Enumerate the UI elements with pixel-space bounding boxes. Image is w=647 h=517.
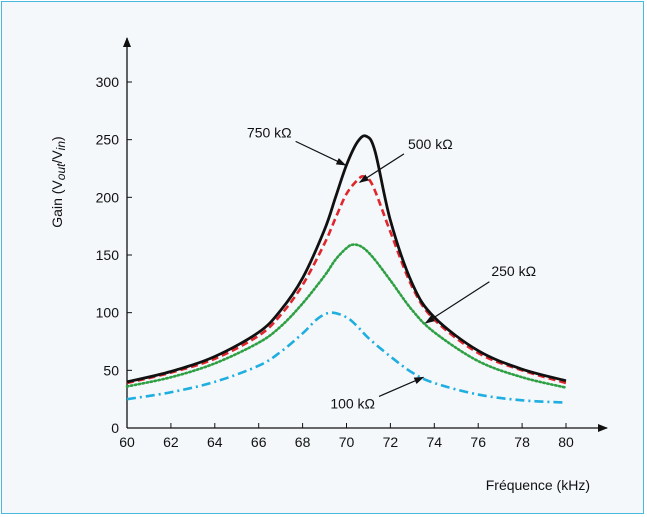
x-tick-label: 62 — [163, 434, 179, 450]
annotation-500k-arrow — [358, 153, 405, 183]
y-tick-label: 0 — [111, 420, 119, 436]
y-tick-label: 100 — [96, 305, 120, 321]
ticks: 60 62 64 66 68 70 72 74 76 78 80 0 50 100 150 200 250 300 — [96, 74, 574, 450]
x-tick-label: 68 — [295, 434, 311, 450]
x-axis-title: Fréquence (kHz) — [486, 477, 590, 493]
x-tick-label: 72 — [383, 434, 399, 450]
y-axis-title-close: ) — [49, 136, 65, 141]
series-750k-line — [126, 134, 567, 384]
annotation-750k-label: 750 kΩ — [247, 124, 292, 140]
annotation-100k-arrow — [378, 376, 425, 397]
annotation-layer: 750 kΩ 500 kΩ 250 kΩ 100 kΩ — [247, 124, 536, 411]
y-tick-label: 300 — [96, 74, 120, 90]
annotation-100k-label: 100 kΩ — [330, 395, 375, 411]
series-100k-line — [126, 311, 567, 404]
y-axis-title: Gain (Vout/Vin) — [49, 136, 68, 227]
x-tick-label: 74 — [427, 434, 443, 450]
annotation-250k-label: 250 kΩ — [491, 263, 536, 279]
y-axis-title-sub1: out — [54, 163, 68, 180]
series-layer — [125, 134, 568, 404]
y-axis-title-base: Gain (V — [49, 180, 65, 228]
y-tick-label: 150 — [96, 247, 120, 263]
annotation-750k-arrow — [295, 140, 347, 166]
axes — [123, 37, 608, 432]
y-tick-label: 200 — [96, 189, 120, 205]
series-250k-line — [125, 243, 568, 389]
y-axis-title-sub2: in — [54, 141, 68, 151]
x-tick-label: 70 — [339, 434, 355, 450]
x-tick-label: 60 — [119, 434, 135, 450]
x-tick-label: 66 — [251, 434, 267, 450]
x-tick-label: 76 — [470, 434, 486, 450]
y-tick-label: 50 — [103, 362, 119, 378]
x-tick-label: 64 — [207, 434, 223, 450]
annotation-250k-arrow — [424, 281, 490, 324]
y-tick-label: 250 — [96, 132, 120, 148]
x-tick-label: 80 — [558, 434, 574, 450]
x-tick-label: 78 — [514, 434, 530, 450]
annotation-500k-label: 500 kΩ — [408, 136, 453, 152]
y-axis-title-slash: /V — [49, 150, 65, 164]
series-500k-line — [126, 175, 567, 385]
